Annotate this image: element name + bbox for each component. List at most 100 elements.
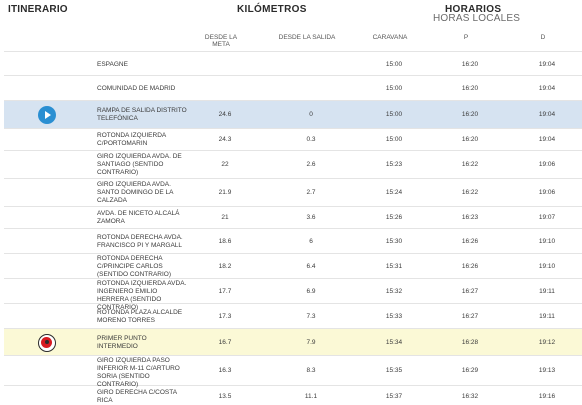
row-d-time: 19:04 — [538, 60, 556, 68]
row-d-time: 19:07 — [538, 214, 556, 221]
row-d-time: 19:13 — [538, 367, 556, 374]
table-row[interactable]: ROTONDA DERECHA AVDA. FRANCISCO PI Y MAR… — [4, 229, 582, 254]
row-from-start: 0 — [309, 111, 313, 118]
row-place: ROTONDA DERECHA C/PRINCIPE CARLOS (SENTI… — [97, 255, 172, 278]
row-p-time: 16:26 — [461, 262, 479, 270]
row-from-start: 7.9 — [306, 338, 316, 346]
row-caravan-time: 15:32 — [385, 287, 403, 295]
row-place: ROTONDA IZQUIERDA C/PORTOMARIN — [97, 132, 166, 147]
row-caravan-time: 15:31 — [385, 262, 403, 270]
row-place: ROTONDA IZQUIERDA AVDA. INGENIERO EMILIO… — [97, 280, 187, 311]
row-caravan-time: 15:00 — [385, 136, 403, 143]
col-from-finish: DESDE LA META — [204, 34, 238, 48]
row-from-finish: 16.7 — [218, 338, 232, 346]
row-caravan-time: 15:30 — [385, 237, 403, 245]
table-row[interactable]: PRIMER PUNTO INTERMEDIO 16.7 7.9 15:34 16:28… — [4, 329, 582, 356]
schedule-header: HORARIOS — [445, 4, 502, 15]
row-p-time: 16:22 — [461, 161, 479, 168]
row-from-finish: 16.3 — [218, 367, 232, 374]
row-from-start: 11.1 — [304, 392, 318, 400]
row-d-time: 19:10 — [538, 237, 556, 245]
row-d-time: 19:16 — [538, 392, 556, 400]
row-p-time: 16:26 — [461, 237, 479, 245]
row-d-time: 19:06 — [538, 161, 556, 168]
col-caravan: CARAVANA — [372, 34, 408, 41]
row-place: AVDA. DE NICETO ALCALÁ ZAMORA — [97, 210, 180, 225]
row-from-start: 6.9 — [306, 287, 316, 295]
row-caravan-time: 15:34 — [385, 338, 403, 346]
row-d-time: 19:12 — [538, 338, 556, 346]
play-icon[interactable] — [38, 106, 56, 124]
itinerary-header: ITINERARIO — [8, 4, 68, 15]
row-d-time: 19:11 — [539, 312, 555, 320]
row-p-time: 16:29 — [461, 367, 479, 374]
row-place: GIRO IZQUIERDA PASO INFERIOR M-11 C/ARTU… — [97, 357, 180, 388]
row-from-start: 6.4 — [306, 262, 316, 270]
row-caravan-time: 15:26 — [385, 214, 403, 221]
row-from-finish: 18.6 — [218, 237, 232, 245]
row-place: ROTONDA PLAZA ALCALDE MORENO TORRES — [97, 308, 183, 324]
row-from-finish: 21 — [221, 214, 229, 221]
row-place: GIRO IZQUIERDA AVDA. SANTO DOMINGO DE LA… — [97, 181, 174, 204]
kilometers-header: KILÓMETROS — [237, 4, 307, 15]
table-row[interactable]: COMUNIDAD DE MADRID 15:00 16:20 19:04 — [4, 76, 582, 101]
row-place: ESPAGNE — [97, 60, 128, 68]
table-row[interactable]: GIRO DERECHA C/COSTA RICA 13.5 11.1 15:37 16… — [4, 386, 582, 405]
row-from-finish: 21.9 — [218, 189, 232, 196]
row-d-time: 19:11 — [539, 287, 555, 295]
table-header: ITINERARIO KILÓMETROS HORARIOS HORAS LOC… — [0, 0, 582, 48]
row-from-start: 0.3 — [306, 136, 316, 143]
row-p-time: 16:20 — [461, 136, 479, 143]
row-p-time: 16:20 — [461, 60, 479, 68]
row-from-start: 2.6 — [306, 161, 316, 168]
row-from-finish: 18.2 — [218, 262, 232, 270]
row-p-time: 16:27 — [461, 287, 479, 295]
row-caravan-time: 15:24 — [385, 189, 403, 196]
row-from-start: 6 — [309, 237, 313, 245]
table-row[interactable]: ROTONDA IZQUIERDA AVDA. INGENIERO EMILIO… — [4, 279, 582, 311]
row-caravan-time: 15:00 — [385, 60, 403, 68]
row-from-finish: 24.6 — [218, 111, 232, 118]
row-p-time: 16:23 — [461, 214, 479, 221]
row-from-finish: 13.5 — [218, 392, 232, 400]
row-d-time: 19:04 — [538, 84, 556, 92]
row-p-time: 16:20 — [461, 84, 479, 92]
table-row[interactable]: GIRO IZQUIERDA PASO INFERIOR M-11 C/ARTU… — [4, 356, 582, 388]
row-caravan-time: 15:00 — [385, 84, 403, 92]
table-row[interactable]: ROTONDA IZQUIERDA C/PORTOMARIN 24.3 0.3 15:… — [4, 129, 582, 151]
row-place: COMUNIDAD DE MADRID — [97, 84, 176, 92]
table-row[interactable]: ROTONDA DERECHA C/PRINCIPE CARLOS (SENTI… — [4, 254, 582, 279]
row-p-time: 16:32 — [461, 392, 479, 400]
table-row[interactable]: GIRO IZQUIERDA AVDA. SANTO DOMINGO DE LA… — [4, 179, 582, 207]
table-row[interactable]: RAMPA DE SALIDA DISTRITO TELEFÓNICA 24.6 0… — [4, 101, 582, 129]
row-from-start: 8.3 — [306, 367, 316, 374]
row-from-finish: 17.3 — [218, 312, 232, 320]
table-row[interactable]: AVDA. DE NICETO ALCALÁ ZAMORA 21 3.6 15:26 1… — [4, 207, 582, 229]
row-place: PRIMER PUNTO INTERMEDIO — [97, 334, 147, 350]
table-row[interactable]: ESPAGNE 15:00 16:20 19:04 — [4, 51, 582, 76]
col-from-start: DESDE LA SALIDA — [278, 34, 336, 41]
row-place: ROTONDA DERECHA AVDA. FRANCISCO PI Y MAR… — [97, 233, 183, 249]
sprint-icon — [38, 333, 56, 352]
row-from-finish: 22 — [221, 161, 229, 168]
local-times-subheader: HORAS LOCALES — [433, 13, 521, 24]
row-d-time: 19:04 — [538, 136, 556, 143]
row-from-finish: 17.7 — [218, 287, 232, 295]
row-place: GIRO IZQUIERDA AVDA. DE SANTIAGO (SENTID… — [97, 153, 182, 176]
table-row[interactable]: ROTONDA PLAZA ALCALDE MORENO TORRES 17.3 7… — [4, 304, 582, 329]
row-d-time: 19:04 — [538, 111, 556, 118]
col-d: D — [540, 34, 546, 41]
row-from-finish: 24.3 — [218, 136, 232, 143]
row-caravan-time: 15:00 — [385, 111, 403, 118]
row-place: GIRO DERECHA C/COSTA RICA — [97, 388, 177, 404]
row-from-start: 3.6 — [306, 214, 316, 221]
row-p-time: 16:27 — [461, 312, 479, 320]
row-from-start: 2.7 — [306, 189, 316, 196]
row-caravan-time: 15:35 — [385, 367, 403, 374]
table-row[interactable]: GIRO IZQUIERDA AVDA. DE SANTIAGO (SENTID… — [4, 151, 582, 179]
row-d-time: 19:06 — [538, 189, 556, 196]
row-p-time: 16:20 — [461, 111, 479, 118]
row-caravan-time: 15:33 — [385, 312, 403, 320]
row-caravan-time: 15:23 — [385, 161, 403, 168]
row-p-time: 16:22 — [461, 189, 479, 196]
